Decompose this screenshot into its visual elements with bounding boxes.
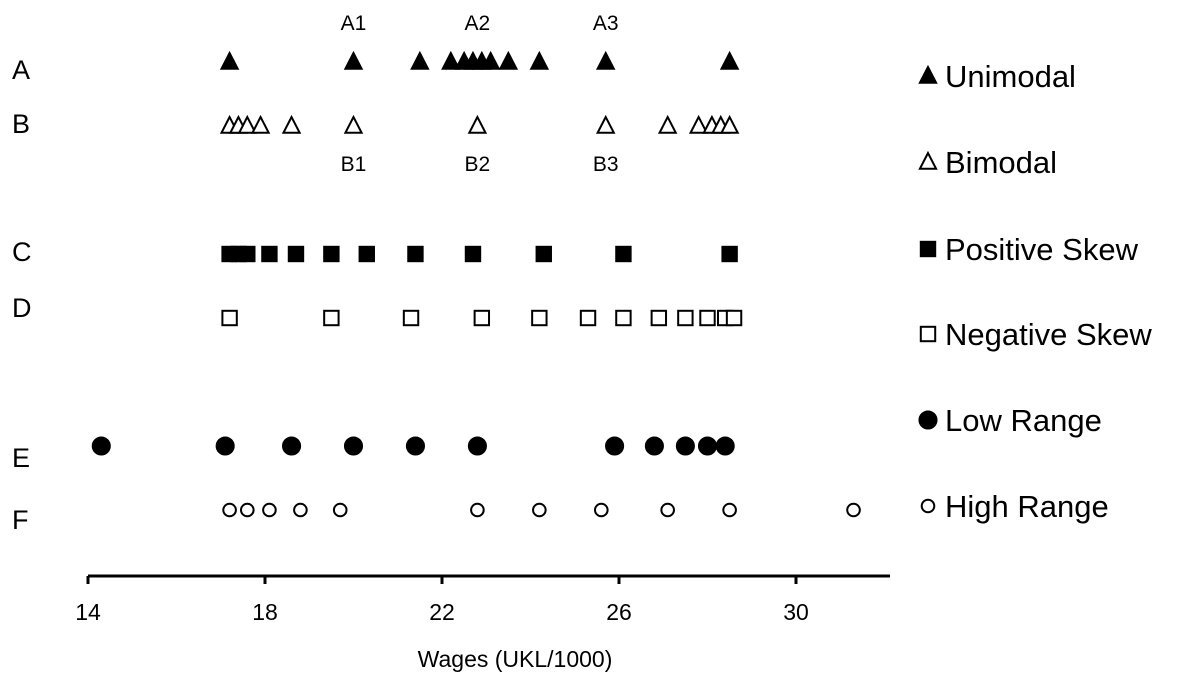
data-point-e (215, 436, 235, 456)
row-label-d: D (12, 293, 32, 323)
data-markers (91, 50, 861, 518)
data-point-f (332, 502, 348, 518)
data-point-c (407, 245, 424, 263)
x-axis-title: Wages (UKL/1000) (418, 646, 613, 672)
data-point-e (675, 436, 695, 456)
data-point-c (261, 245, 278, 263)
data-point-d (677, 309, 694, 327)
x-tick-label: 30 (783, 599, 809, 625)
point-annotations: A1 A2 A3 B1 B2 B3 (341, 12, 619, 176)
data-point-c (239, 245, 256, 263)
data-point-d (531, 309, 548, 327)
data-point-e (91, 436, 111, 456)
data-point-b (237, 114, 258, 134)
data-point-d (402, 309, 420, 327)
data-point-a (480, 50, 501, 70)
row-label-f: F (12, 505, 29, 535)
data-point-e (605, 436, 625, 456)
data-point-f (240, 502, 255, 518)
legend-marker-b (918, 150, 938, 170)
data-point-b (688, 114, 709, 134)
data-point-e (715, 436, 735, 456)
data-point-e (405, 436, 426, 456)
data-point-b (250, 114, 271, 134)
annotation-a3: A3 (593, 12, 619, 35)
row-label-a: A (12, 55, 30, 85)
data-point-f (846, 502, 861, 518)
annotation-b3: B3 (593, 153, 619, 176)
legend-label-a: Unimodal (945, 59, 1076, 94)
data-point-b (281, 114, 302, 134)
row-label-e: E (12, 443, 30, 473)
annotation-a1: A1 (341, 12, 367, 35)
data-point-d (473, 309, 491, 327)
legend-label-e: Low Range (945, 403, 1102, 438)
data-point-e (467, 436, 487, 456)
legend-label-f: High Range (945, 489, 1109, 524)
annotation-a2: A2 (465, 12, 491, 35)
data-point-c (287, 245, 305, 263)
data-point-f (722, 502, 737, 518)
x-tick-label: 18 (252, 599, 278, 625)
data-point-f (262, 502, 277, 518)
legend-marker-e (918, 410, 938, 430)
data-point-a (410, 50, 430, 70)
legend-marker-c (919, 240, 937, 258)
data-point-e (343, 436, 364, 456)
data-point-a (343, 50, 364, 70)
data-point-d (725, 309, 743, 327)
row-label-b: B (12, 109, 30, 139)
data-point-b (595, 114, 616, 134)
legend-marker-f (920, 498, 936, 514)
data-point-b (719, 114, 740, 134)
data-point-f (660, 502, 675, 518)
data-point-a (595, 50, 616, 70)
legend-marker-d (919, 325, 937, 343)
data-point-e (644, 436, 664, 456)
data-point-f (293, 502, 308, 518)
row-labels: AB CD E F (12, 55, 32, 535)
data-point-c (721, 245, 738, 263)
data-point-e (282, 436, 302, 456)
legend-marker-a (918, 64, 938, 84)
data-point-c (535, 245, 552, 263)
data-point-d (579, 309, 597, 327)
data-point-a (219, 50, 240, 70)
x-tick-label: 22 (429, 599, 455, 625)
data-point-c (358, 245, 375, 263)
x-tick-label: 14 (75, 599, 101, 625)
legend-label-b: Bimodal (945, 145, 1057, 180)
legend-label-d: Negative Skew (945, 317, 1152, 352)
data-point-a (719, 50, 740, 70)
data-point-d (221, 309, 238, 327)
data-point-b (657, 114, 678, 134)
x-axis-ticks: 14 18 22 26 30 (75, 576, 809, 625)
data-point-b (343, 114, 364, 134)
data-point-a (529, 50, 550, 70)
x-axis: 14 18 22 26 30 Wages (UKL/1000) (75, 574, 890, 672)
legend-label-c: Positive Skew (945, 232, 1139, 267)
row-label-c: C (12, 237, 32, 267)
data-point-a (498, 50, 519, 70)
data-point-f (594, 502, 609, 518)
data-point-b (467, 114, 488, 134)
data-point-d (615, 309, 632, 327)
legend: Unimodal Bimodal Positive Skew Negative Ske… (918, 59, 1152, 524)
data-point-c (323, 245, 340, 263)
data-point-e (697, 436, 718, 456)
data-point-d (650, 309, 668, 327)
data-point-c (615, 245, 632, 263)
annotation-b2: B2 (465, 153, 491, 176)
data-point-d (699, 309, 716, 327)
data-point-a (441, 50, 461, 70)
data-point-d (323, 309, 340, 327)
data-point-f (532, 502, 547, 518)
annotation-b1: B1 (341, 153, 367, 176)
x-tick-label: 26 (606, 599, 632, 625)
data-point-f (470, 502, 485, 518)
data-point-c (464, 245, 482, 263)
data-point-f (222, 502, 237, 518)
